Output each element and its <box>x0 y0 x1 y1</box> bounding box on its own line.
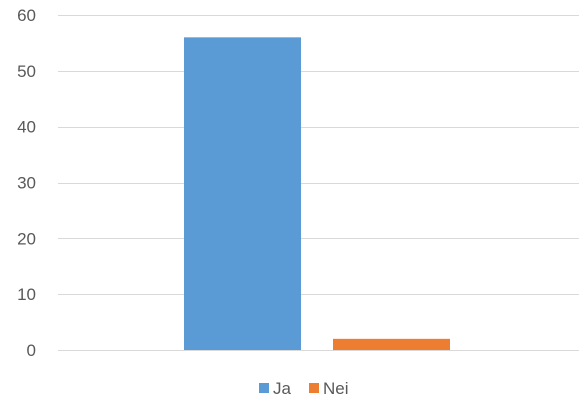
legend-item-nei: Nei <box>309 379 349 398</box>
y-tick-label: 0 <box>27 341 36 360</box>
legend-swatch <box>309 383 319 393</box>
bar-nei <box>333 338 450 350</box>
legend-label: Ja <box>273 379 292 398</box>
y-tick-label: 50 <box>17 62 36 81</box>
legend: Ja Nei <box>259 379 349 398</box>
legend-swatch <box>259 383 269 393</box>
bar-ja <box>184 37 301 350</box>
y-tick-label: 60 <box>17 6 36 25</box>
y-tick-label: 20 <box>17 229 36 248</box>
y-tick-label: 40 <box>17 118 36 137</box>
y-tick-label: 30 <box>17 174 36 193</box>
bars <box>184 37 450 350</box>
y-axis-ticks: 0 10 20 30 40 50 60 <box>17 6 36 360</box>
y-tick-label: 10 <box>17 285 36 304</box>
legend-label: Nei <box>323 379 349 398</box>
gridlines <box>58 15 579 351</box>
legend-item-ja: Ja <box>259 379 292 398</box>
